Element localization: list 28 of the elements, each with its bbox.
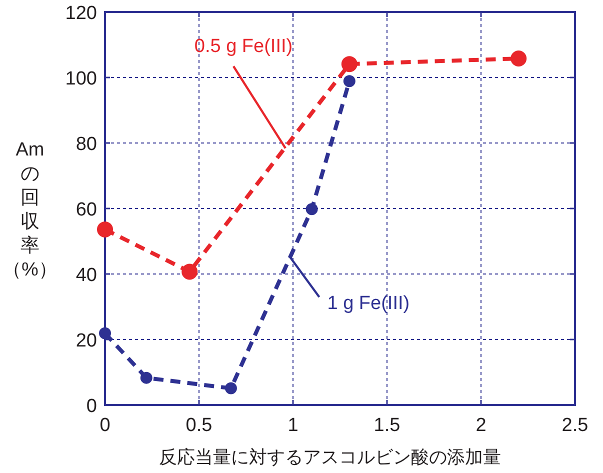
y-tick-label: 100 — [65, 68, 97, 90]
x-tick-label: 1 — [288, 415, 298, 436]
point — [182, 264, 198, 280]
y-tick-label: 20 — [76, 330, 97, 352]
point — [224, 382, 237, 394]
annotation: 0.5 g Fe(III) — [194, 36, 293, 149]
x-tick-label: 1.5 — [374, 415, 400, 436]
x-tick-label: 0.5 — [186, 415, 212, 436]
y-tick-label: 40 — [76, 265, 97, 286]
x-axis-title: 反応当量に対するアスコルビン酸の添加量 — [159, 447, 501, 467]
annotation: 0.5 g Fe(III) — [194, 36, 293, 58]
y-tick-label: 60 — [76, 200, 97, 220]
annotation: 1 g Fe(III) — [327, 292, 410, 314]
point — [343, 75, 356, 88]
y-tick-label: 120 — [65, 3, 97, 24]
point — [99, 327, 111, 340]
y-tick-label: 80 — [76, 134, 97, 155]
point — [140, 372, 152, 384]
x-tick-label: 2 — [476, 415, 486, 436]
point — [341, 56, 358, 72]
y-tick-label: 0 — [86, 396, 97, 417]
y-axis-title: Amの回収率（%） — [2, 140, 58, 280]
x-tick-label: 2.5 — [562, 415, 588, 436]
annotation: 1 g Fe(III) — [288, 255, 410, 314]
x-tick-label: 0 — [100, 415, 110, 436]
point — [97, 221, 113, 238]
point — [306, 203, 318, 216]
point — [510, 50, 527, 67]
